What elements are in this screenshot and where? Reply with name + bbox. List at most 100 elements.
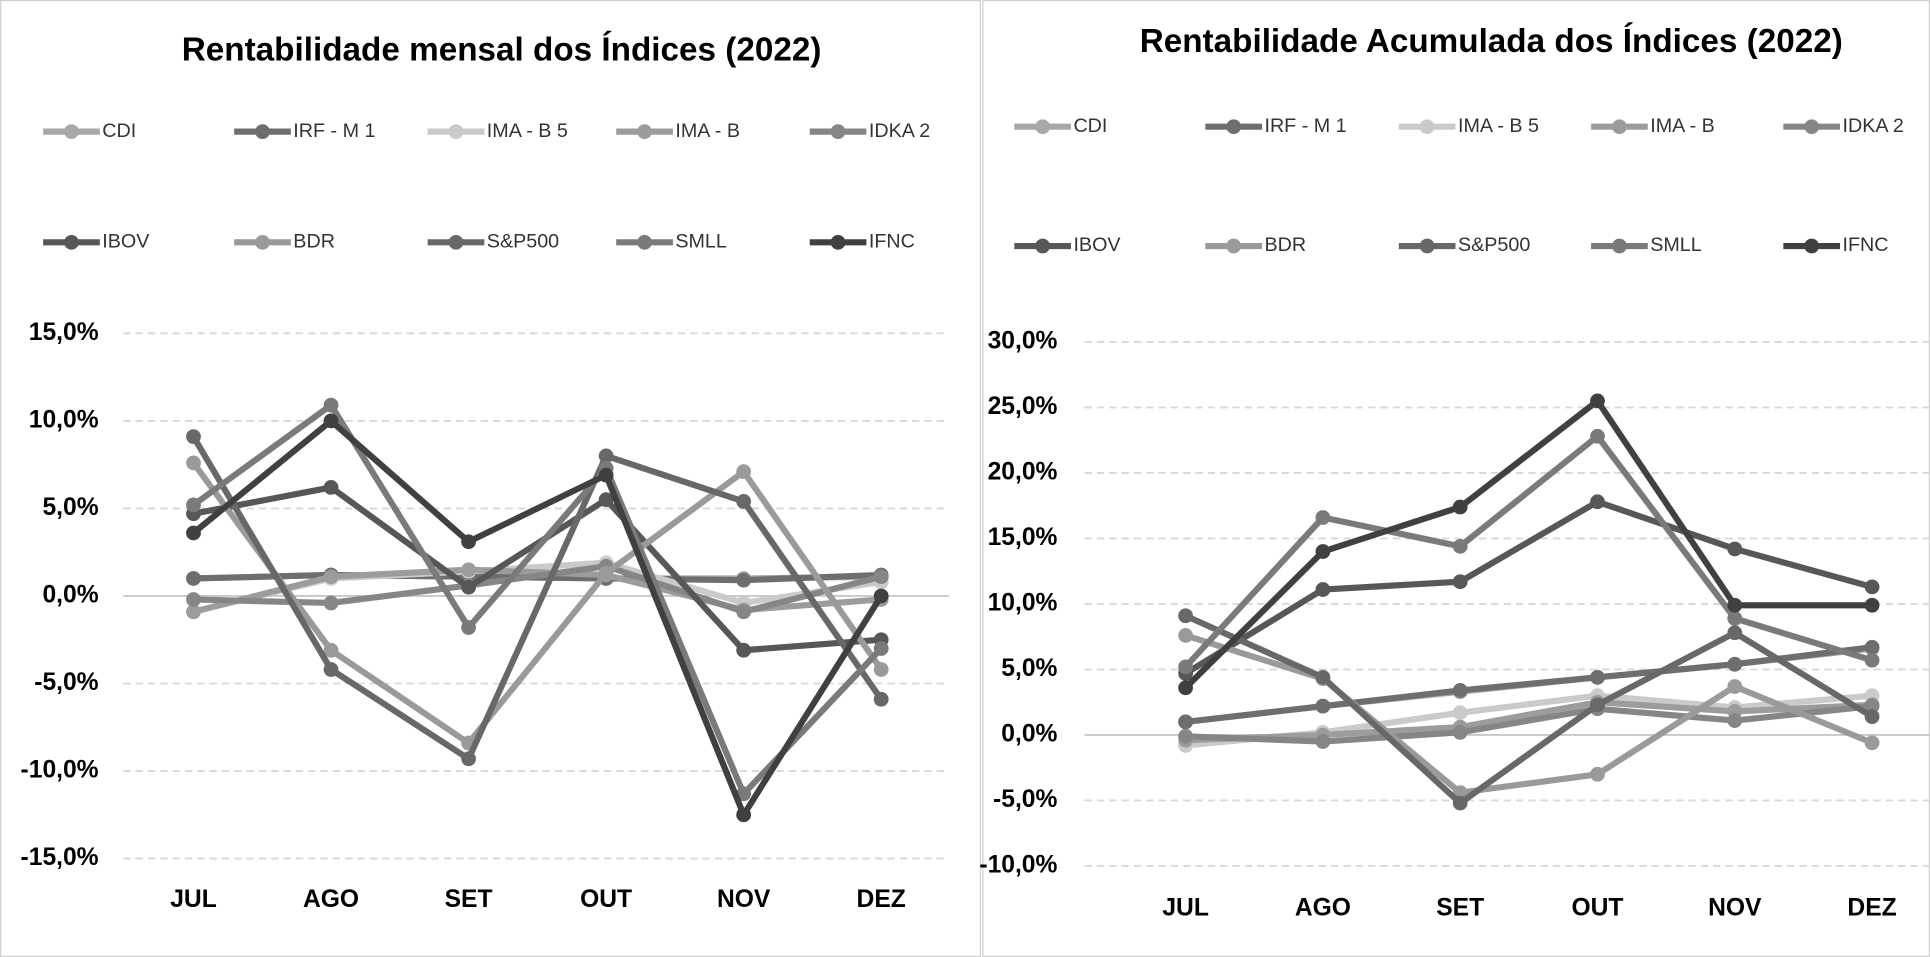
data-point — [1315, 698, 1331, 714]
data-point — [323, 662, 339, 677]
data-point — [1590, 766, 1605, 782]
legend-label: IBOV — [1073, 234, 1121, 256]
legend-label: IDKA 2 — [1842, 115, 1903, 137]
legend-marker — [637, 124, 652, 139]
data-point — [186, 604, 201, 620]
legend-label: S&P500 — [1458, 234, 1530, 256]
y-tick-label: 5,0% — [42, 494, 98, 521]
data-point — [1315, 582, 1331, 597]
legend-label: CDI — [1073, 115, 1107, 137]
data-point — [1178, 714, 1194, 730]
data-point — [1727, 713, 1743, 728]
data-point — [323, 642, 339, 658]
data-point — [1178, 628, 1194, 643]
data-point — [186, 525, 201, 541]
legend-label: IRF - M 1 — [1264, 115, 1346, 137]
data-point — [873, 641, 889, 656]
data-point — [1864, 698, 1880, 714]
x-tick-label: JUL — [1162, 895, 1209, 922]
data-point — [1864, 709, 1880, 725]
legend-label: SMLL — [675, 231, 727, 253]
legend-marker — [1804, 119, 1820, 135]
data-point — [1178, 608, 1194, 624]
data-point — [1590, 393, 1605, 409]
panel — [0, 0, 982, 957]
legend-marker — [830, 124, 846, 139]
chart-title: Rentabilidade Acumulada dos Índices (202… — [1140, 22, 1843, 60]
data-point — [1727, 597, 1743, 613]
y-tick-label: 15,0% — [29, 319, 99, 346]
x-tick-label: NOV — [1708, 895, 1762, 922]
legend-label: IMA - B 5 — [1458, 115, 1539, 137]
y-tick-label: 10,0% — [988, 589, 1058, 616]
series-line — [193, 563, 882, 615]
series-line — [1183, 397, 1873, 690]
x-tick-label: AGO — [1295, 895, 1351, 922]
legend-marker — [255, 124, 270, 139]
data-point — [598, 448, 614, 464]
data-point — [186, 429, 201, 445]
data-point — [323, 595, 339, 611]
legend-marker — [830, 234, 846, 250]
legend-marker — [1226, 238, 1242, 254]
series-line — [1185, 703, 1873, 745]
legend-marker — [1612, 119, 1627, 135]
series-line — [1183, 498, 1873, 677]
data-point — [1178, 728, 1194, 744]
data-point — [873, 588, 889, 604]
data-point — [1452, 705, 1468, 721]
legend-marker — [1804, 238, 1820, 254]
series-line — [1185, 699, 1873, 744]
data-point — [1315, 669, 1331, 685]
series-line — [1184, 612, 1874, 807]
legend-label: IMA - B — [1650, 115, 1715, 137]
series-line — [1185, 644, 1873, 725]
legend-label: IDKA 2 — [869, 120, 930, 142]
legend-marker — [64, 234, 79, 250]
legend-label: IRF - M 1 — [293, 120, 375, 142]
x-tick-label: OUT — [1571, 895, 1623, 922]
legend-marker — [1419, 238, 1435, 254]
data-point — [1727, 541, 1743, 557]
data-point — [873, 569, 889, 585]
legend-marker — [255, 234, 270, 250]
data-point — [1315, 510, 1331, 525]
data-point — [186, 592, 201, 607]
y-tick-label: 15,0% — [988, 524, 1058, 551]
data-point — [1727, 656, 1743, 672]
x-tick-label: NOV — [717, 886, 771, 913]
y-tick-label: -15,0% — [21, 844, 99, 871]
series-line — [191, 402, 884, 797]
data-point — [736, 642, 752, 658]
x-tick-label: AGO — [303, 886, 359, 913]
legend-marker — [1035, 238, 1051, 254]
y-tick-label: 20,0% — [988, 458, 1058, 485]
y-tick-label: 10,0% — [29, 406, 99, 433]
data-point — [1590, 669, 1605, 685]
legend-label: IBOV — [102, 231, 150, 253]
legend-marker — [64, 124, 79, 139]
data-point — [1864, 735, 1880, 751]
data-point — [598, 492, 614, 508]
data-point — [1315, 734, 1331, 749]
x-tick-label: SET — [445, 886, 493, 913]
legend-label: IFNC — [869, 231, 915, 253]
x-tick-label: OUT — [580, 886, 632, 913]
data-point — [1452, 795, 1468, 811]
legend-label: S&P500 — [487, 231, 559, 253]
data-point — [736, 494, 752, 509]
data-point — [1864, 652, 1880, 668]
data-point — [1452, 499, 1468, 515]
y-tick-label: 30,0% — [988, 327, 1058, 354]
panel — [982, 0, 1930, 957]
y-tick-label: -5,0% — [34, 669, 98, 696]
data-point — [323, 413, 339, 429]
x-tick-label: DEZ — [1847, 895, 1896, 922]
legend-marker — [1035, 119, 1051, 135]
data-point — [186, 497, 201, 513]
data-point — [873, 691, 889, 707]
data-point — [323, 397, 339, 413]
y-tick-label: -10,0% — [979, 851, 1057, 878]
